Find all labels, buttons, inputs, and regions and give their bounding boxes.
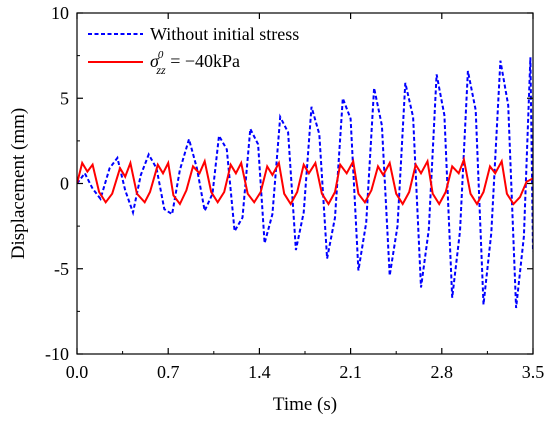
plot-frame <box>76 12 534 355</box>
y-tick-label: 5 <box>60 88 69 108</box>
y-tick-label: 0 <box>60 174 69 194</box>
x-tick-label: 1.4 <box>248 362 271 382</box>
legend-sigma-symbol: σ <box>150 51 160 71</box>
legend-sigma-superscript: 0 <box>158 49 164 61</box>
legend: Without initial stress σ0 zz = −40kPa <box>88 24 299 77</box>
x-axis-label: Time (s) <box>273 394 337 415</box>
x-tick-label: 2.8 <box>431 362 454 382</box>
legend-sigma-subscript: zz <box>155 63 166 77</box>
x-tick-label: 2.1 <box>339 362 362 382</box>
y-tick-label: 10 <box>51 3 69 23</box>
y-tick-label: -10 <box>45 344 69 364</box>
series-line-initial-stress <box>77 155 533 206</box>
series-line-without-initial-stress <box>77 57 533 309</box>
x-tick-label: 3.5 <box>522 362 545 382</box>
x-tick-label: 0.0 <box>66 362 89 382</box>
legend-sigma-value: = −40kPa <box>166 51 240 71</box>
legend-label-initial-stress: σ0 zz = −40kPa <box>150 49 240 77</box>
y-tick-label: -5 <box>54 259 69 279</box>
legend-label-without-initial-stress: Without initial stress <box>150 24 299 44</box>
y-axis-label: Displacement (mm) <box>8 108 29 259</box>
x-tick-label: 0.7 <box>157 362 180 382</box>
axes: 0.0 0.7 1.4 2.1 2.8 3.5 10 5 0 -5 -10 Time (s) Displ… <box>8 3 544 415</box>
plot-area <box>77 57 533 309</box>
